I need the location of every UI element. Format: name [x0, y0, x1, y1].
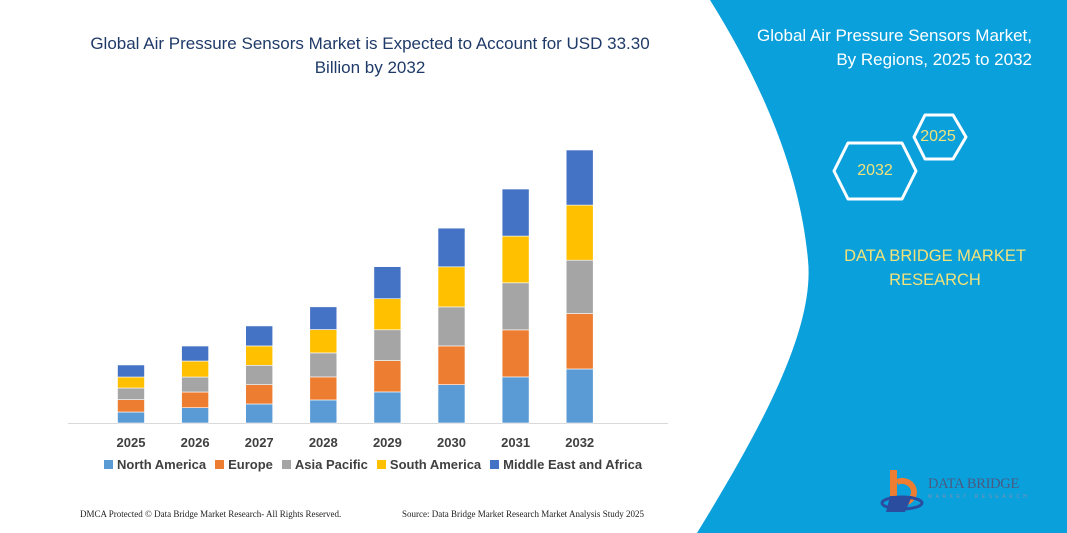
legend-item-europe: Europe — [215, 457, 273, 472]
bar-segment-middle-east-and-africa-2032 — [565, 149, 594, 206]
chart-title-line2: Billion by 2032 — [314, 58, 426, 77]
brand-line1: DATA BRIDGE MARKET — [844, 247, 1026, 265]
hex-label-2032: 2032 — [857, 162, 893, 179]
panel-title: Global Air Pressure Sensors Market, By R… — [720, 24, 1032, 72]
bar-segment-europe-2027 — [245, 384, 273, 405]
footer-copyright: DMCA Protected © Data Bridge Market Rese… — [80, 509, 342, 519]
x-tick-label: 2032 — [565, 435, 594, 450]
bar-segment-europe-2032 — [565, 313, 594, 370]
chart-title: Global Air Pressure Sensors Market is Ex… — [80, 32, 660, 80]
bar-segment-europe-2025 — [117, 399, 145, 413]
bar-segment-north-america-2028 — [309, 399, 338, 424]
bar-segment-south-america-2026 — [181, 360, 209, 378]
legend-swatch — [490, 460, 500, 469]
bar-segment-middle-east-and-africa-2028 — [309, 306, 338, 330]
legend-swatch — [281, 460, 291, 469]
x-tick-label: 2027 — [245, 435, 274, 450]
bar-segment-middle-east-and-africa-2026 — [181, 345, 209, 362]
logo-mark — [880, 470, 924, 512]
legend-swatch — [376, 460, 386, 469]
bar-segment-south-america-2032 — [565, 204, 594, 261]
bar-segment-europe-2028 — [309, 376, 338, 401]
bar-segment-asia-pacific-2031 — [501, 282, 530, 331]
legend-item-asia-pacific: Asia Pacific — [281, 457, 368, 472]
bar-segment-north-america-2026 — [181, 407, 209, 424]
legend-item-north-america: North America — [104, 457, 206, 472]
legend-label: Middle East and Africa — [503, 457, 643, 472]
bar-segment-south-america-2030 — [437, 266, 466, 308]
x-tick-label: 2025 — [117, 435, 146, 450]
stacked-bar-chart: 2025 2026 2027 2028 2029 2030 2031 2032 — [68, 149, 668, 450]
bar-segment-middle-east-and-africa-2025 — [117, 364, 145, 378]
legend-label: Europe — [228, 457, 273, 472]
legend: North America Europe Asia Pacific South … — [104, 457, 642, 472]
x-tick-label: 2028 — [309, 435, 338, 450]
blue-panel — [697, 0, 1067, 533]
bar-segment-middle-east-and-africa-2030 — [437, 227, 466, 268]
hexagon-2032 — [832, 141, 918, 201]
bar-segment-north-america-2027 — [245, 403, 273, 424]
bar-segment-south-america-2028 — [309, 329, 338, 354]
hex-label-2025: 2025 — [920, 128, 956, 145]
hexagon-2025 — [912, 113, 968, 161]
bar-segment-asia-pacific-2026 — [181, 376, 209, 393]
panel-title-line2: By Regions, 2025 to 2032 — [836, 50, 1032, 69]
bar-segment-asia-pacific-2032 — [565, 259, 594, 314]
legend-item-middle-east-africa: Middle East and Africa — [490, 457, 642, 472]
logo-subtitle: MARKET RESEARCH — [928, 494, 1031, 500]
panel-title-line1: Global Air Pressure Sensors Market, — [757, 26, 1032, 45]
legend-swatch — [104, 460, 113, 469]
brand-text: DATA BRIDGE MARKET RESEARCH — [820, 244, 1050, 292]
chart-title-line1: Global Air Pressure Sensors Market is Ex… — [90, 34, 650, 53]
bar-segment-europe-2029 — [373, 360, 402, 393]
legend-label: North America — [117, 457, 207, 472]
bar-segment-north-america-2030 — [437, 384, 466, 424]
bar-segment-middle-east-and-africa-2031 — [501, 188, 530, 237]
bar-segment-north-america-2025 — [117, 411, 145, 424]
bar-segment-asia-pacific-2029 — [373, 329, 402, 361]
bar-segment-south-america-2029 — [373, 298, 402, 331]
bar-segment-asia-pacific-2028 — [309, 352, 338, 378]
legend-swatch — [215, 460, 225, 469]
bar-segment-asia-pacific-2025 — [117, 387, 145, 400]
legend-label: South America — [389, 457, 482, 472]
bar-segment-north-america-2029 — [373, 391, 402, 424]
bar-segment-middle-east-and-africa-2029 — [373, 266, 402, 300]
bar-segment-europe-2030 — [437, 345, 466, 385]
bar-segment-europe-2031 — [501, 329, 530, 378]
x-tick-label: 2031 — [501, 435, 530, 450]
footer-source: Source: Data Bridge Market Research Mark… — [402, 509, 644, 519]
bar-segment-south-america-2027 — [245, 345, 273, 366]
bar-segment-europe-2026 — [181, 391, 209, 408]
x-tick-label: 2026 — [181, 435, 210, 450]
legend-item-south-america: South America — [376, 457, 482, 472]
bar-segment-middle-east-and-africa-2027 — [245, 325, 273, 347]
bar-segment-asia-pacific-2030 — [437, 306, 466, 347]
bar-segment-north-america-2032 — [565, 368, 594, 424]
bar-segment-north-america-2031 — [501, 376, 530, 424]
bar-segment-south-america-2025 — [117, 376, 145, 389]
legend-label: Asia Pacific — [294, 457, 368, 472]
logo-name: DATA BRIDGE — [928, 476, 1019, 492]
bar-segment-asia-pacific-2027 — [245, 364, 273, 385]
bar-segment-south-america-2031 — [501, 235, 530, 284]
brand-line2: RESEARCH — [889, 271, 981, 289]
x-tick-label: 2030 — [437, 435, 466, 450]
x-tick-label: 2029 — [373, 435, 402, 450]
